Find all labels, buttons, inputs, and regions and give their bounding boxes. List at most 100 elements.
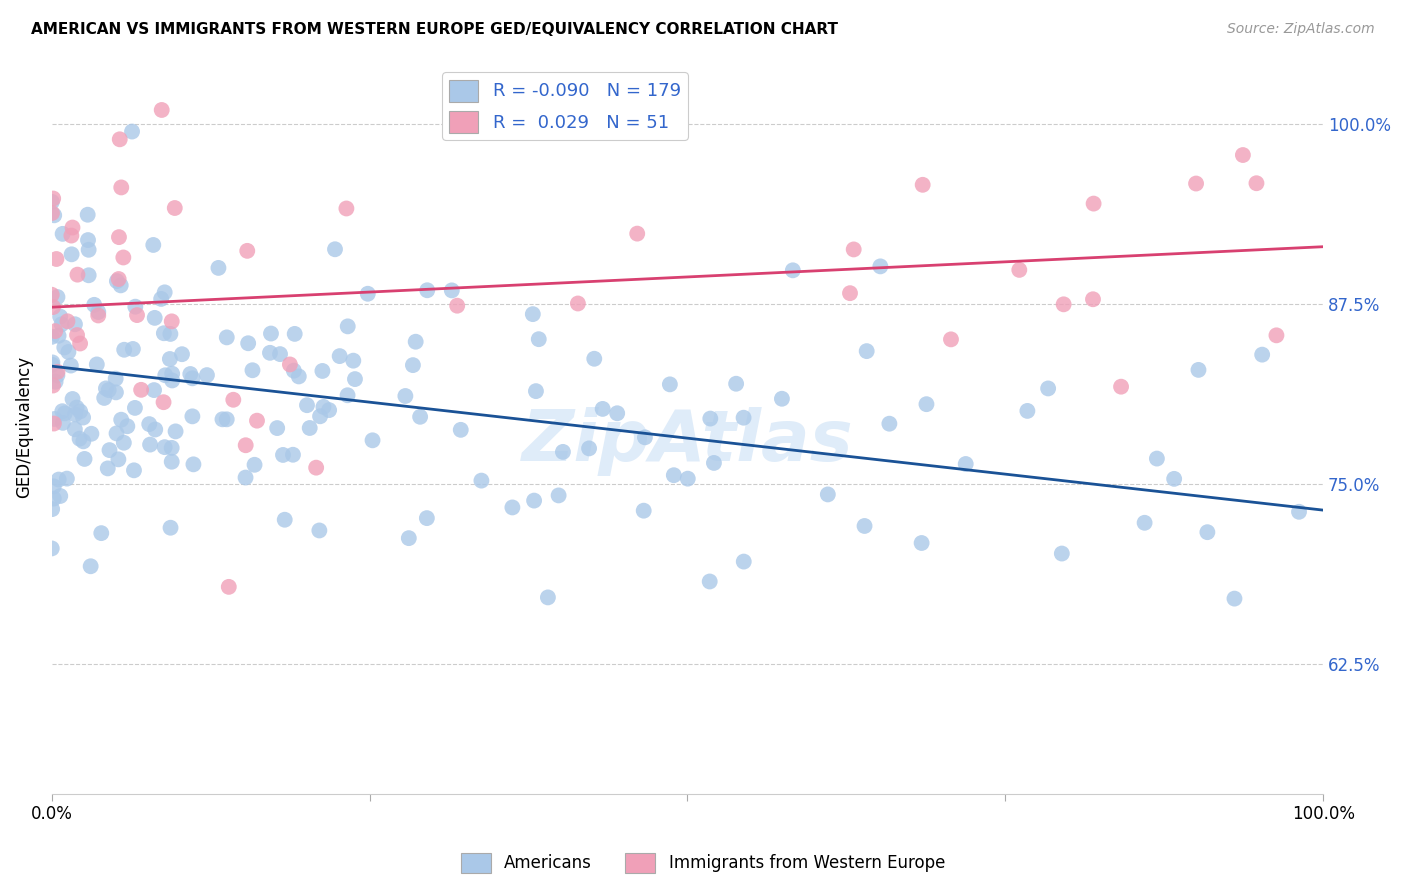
Point: [165, 425, 187, 439]
Point: [42, 192, 65, 206]
Point: [52, 416, 75, 430]
Point: [955, 457, 977, 471]
Point: [104, 385, 127, 400]
Point: [1017, 404, 1039, 418]
Point: [60, 247, 83, 261]
Point: [41, 358, 63, 372]
Point: [440, 284, 463, 298]
Point: [1081, 292, 1104, 306]
Point: [97, 461, 120, 475]
Point: [49, 489, 72, 503]
Point: [107, 272, 129, 286]
Point: [312, 400, 335, 414]
Point: [195, 368, 218, 383]
Point: [143, 383, 166, 397]
Point: [160, 441, 183, 455]
Point: [153, 440, 176, 454]
Point: [124, 401, 146, 415]
Point: [733, 410, 755, 425]
Point: [159, 521, 181, 535]
Point: [87, 305, 110, 319]
Point: [733, 555, 755, 569]
Point: [53, 406, 76, 420]
Point: [284, 326, 307, 341]
Point: [107, 452, 129, 467]
Point: [274, 513, 297, 527]
Point: [311, 364, 333, 378]
Point: [159, 326, 181, 341]
Point: [699, 574, 721, 589]
Point: [235, 438, 257, 452]
Point: [77, 233, 100, 247]
Point: [41, 206, 63, 220]
Point: [46, 290, 69, 304]
Point: [416, 511, 439, 525]
Point: [124, 300, 146, 314]
Point: [46, 368, 69, 383]
Point: [335, 202, 357, 216]
Point: [49, 310, 72, 324]
Point: [446, 299, 468, 313]
Point: [72, 410, 94, 425]
Point: [260, 326, 283, 341]
Point: [69, 432, 91, 446]
Point: [523, 493, 546, 508]
Point: [911, 178, 934, 192]
Point: [910, 536, 932, 550]
Point: [547, 488, 569, 502]
Point: [44, 324, 66, 338]
Point: [318, 403, 340, 417]
Point: [343, 372, 366, 386]
Point: [879, 417, 901, 431]
Point: [160, 367, 183, 381]
Point: [77, 243, 100, 257]
Point: [42, 300, 65, 314]
Point: [222, 392, 245, 407]
Point: [662, 468, 685, 483]
Point: [394, 389, 416, 403]
Point: [160, 455, 183, 469]
Point: [551, 445, 574, 459]
Point: [342, 353, 364, 368]
Point: [159, 351, 181, 366]
Point: [1083, 196, 1105, 211]
Point: [578, 442, 600, 456]
Point: [939, 332, 962, 346]
Point: [842, 243, 865, 257]
Point: [110, 180, 132, 194]
Point: [83, 298, 105, 312]
Point: [90, 526, 112, 541]
Point: [278, 358, 301, 372]
Point: [308, 524, 330, 538]
Point: [855, 344, 877, 359]
Point: [242, 363, 264, 377]
Point: [112, 435, 135, 450]
Point: [1109, 380, 1132, 394]
Point: [1008, 263, 1031, 277]
Point: [108, 132, 131, 146]
Point: [53, 341, 76, 355]
Point: [634, 430, 657, 444]
Point: [105, 274, 128, 288]
Point: [80, 426, 103, 441]
Point: [398, 531, 420, 545]
Point: [583, 351, 606, 366]
Point: [1246, 176, 1268, 190]
Point: [110, 413, 132, 427]
Point: [41, 194, 63, 209]
Point: [63, 422, 86, 436]
Point: [105, 426, 128, 441]
Point: [770, 392, 793, 406]
Point: [122, 463, 145, 477]
Point: [305, 460, 328, 475]
Point: [108, 230, 131, 244]
Point: [42, 491, 65, 506]
Point: [782, 263, 804, 277]
Point: [676, 472, 699, 486]
Point: [450, 423, 472, 437]
Point: [1251, 348, 1274, 362]
Point: [150, 103, 173, 117]
Point: [869, 260, 891, 274]
Point: [699, 411, 721, 425]
Point: [181, 409, 204, 424]
